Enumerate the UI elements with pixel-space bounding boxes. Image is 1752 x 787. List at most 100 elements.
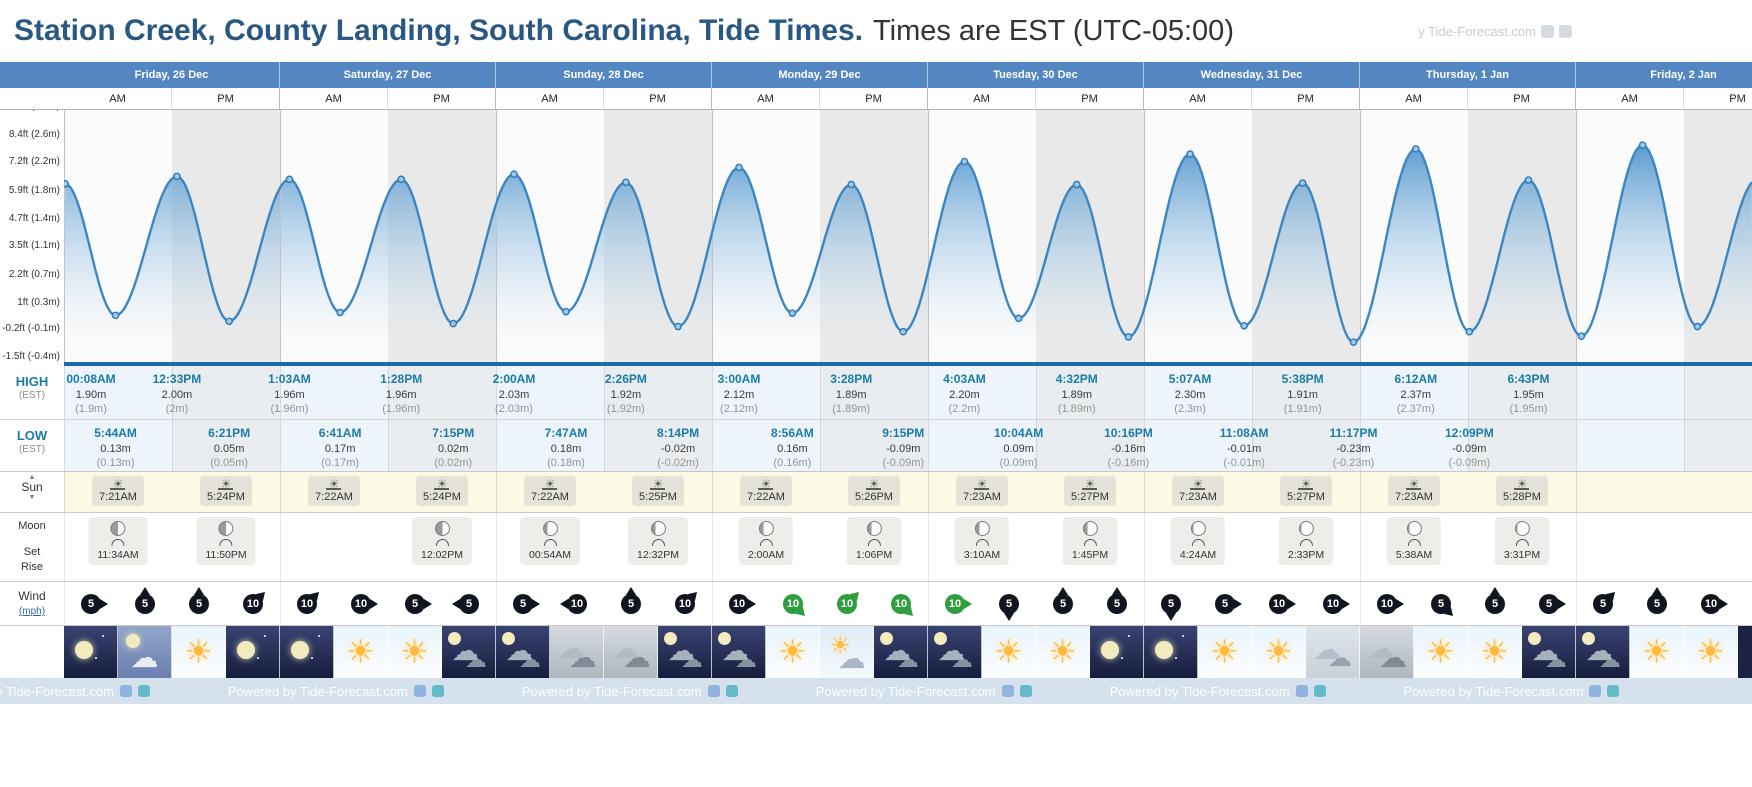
moon-rise-cell: 1:45PM — [1062, 517, 1118, 565]
footer-credit-text: Powered by Tide-Forecast.com — [1403, 683, 1584, 699]
y-axis: 9.6ft (2.9m) 8.4ft (2.6m) 7.2ft (2.2m) 5.9f… — [0, 110, 64, 366]
appstore-icon[interactable] — [1001, 685, 1014, 697]
moonrise-icon — [1299, 539, 1313, 546]
wind-row: Wind (mph) 5 5 5 10 10 10 5 5 5 10 5 10 10 10 10 10 10 5 5… — [0, 582, 1752, 626]
wind-badge: 5 — [1208, 587, 1242, 621]
moon-icon — [718, 632, 731, 645]
footer-credit[interactable]: Powered by Tide-Forecast.com — [522, 684, 738, 699]
moon-rise-time: 3:31PM — [1503, 549, 1541, 561]
tide-extreme-dot — [510, 170, 518, 178]
weather-tile-cloudy-night: ☁ ☁ — [658, 626, 712, 678]
sunset-cell: ☀ 5:25PM — [632, 476, 684, 506]
title-location: Station Creek, County Landing, South Car… — [14, 14, 863, 47]
sunrise-icon: ☀ — [326, 478, 342, 490]
appstore-icon[interactable] — [707, 685, 720, 697]
moon-rise-time: 1:45PM — [1071, 549, 1109, 561]
playstore-icon[interactable] — [725, 685, 738, 697]
moon-set-cell: 4:24AM — [1170, 517, 1226, 565]
sun-glyph: ☀ — [1408, 477, 1420, 491]
sunrise-time: 7:21AM — [99, 491, 137, 503]
wind-badge: 10 — [776, 587, 810, 621]
moon-row-label: Moon Set Rise — [0, 513, 64, 581]
moon-set-cell: 2:00AM — [738, 517, 794, 565]
tide-extreme-dot — [1298, 179, 1307, 187]
footer-credit[interactable]: Powered by Tide-Forecast.com — [1404, 684, 1620, 699]
y-axis-label: 4.7ft (1.4m) — [8, 212, 60, 224]
tide-extreme-dot — [61, 180, 69, 188]
watermark-text: y Tide-Forecast.com — [1418, 24, 1536, 39]
moonrise-icon — [1515, 539, 1529, 546]
wind-speed-value: 10 — [1269, 594, 1289, 614]
footer-credit[interactable]: Powered by Tide-Forecast.com — [228, 684, 444, 699]
playstore-icon[interactable] — [1313, 685, 1326, 697]
wind-speed-value: 5 — [1647, 594, 1667, 614]
moonset-icon — [1407, 539, 1421, 546]
wind-speed-value: 5 — [1485, 594, 1505, 614]
wind-badge: 5 — [1100, 587, 1134, 621]
wind-unit-link[interactable]: (mph) — [18, 606, 46, 617]
horizon-line — [434, 488, 450, 490]
moon-rise-time: 2:33PM — [1287, 549, 1325, 561]
footer-credit-text: Powered by Tide-Forecast.com — [227, 683, 408, 699]
low-tide-height: -0.09m — [886, 442, 921, 455]
wind-speed-value: 10 — [297, 594, 317, 614]
low-tide-event: 10:04AM 0.09m (0.09m) — [994, 426, 1043, 470]
sunset-time: 5:27PM — [1071, 491, 1109, 503]
wind-badge: 5 — [992, 587, 1026, 621]
horizon-line — [1406, 488, 1422, 490]
moon-phase-icon — [974, 521, 990, 536]
weather-tile-partly-cloudy-day: ☀ ☁ — [820, 626, 874, 678]
moon-icon — [502, 632, 515, 645]
star-icon — [1182, 635, 1184, 637]
playstore-icon[interactable] — [1607, 685, 1620, 697]
footer-credit[interactable]: Powered by Tide-Forecast.com — [1110, 684, 1326, 699]
moon-phase-icon — [1190, 521, 1206, 536]
appstore-icon[interactable] — [1295, 685, 1308, 697]
high-tide-height: 1.96m — [385, 388, 417, 401]
tide-extreme-dot — [562, 307, 570, 316]
wind-badge: 5 — [1532, 587, 1566, 621]
playstore-icon[interactable] — [431, 685, 444, 697]
moon-set-time: 2:00AM — [747, 549, 785, 561]
tide-extreme-dot — [336, 308, 344, 317]
appstore-icon[interactable] — [1589, 685, 1602, 697]
high-tide-height-alt: (1.89m) — [832, 402, 871, 415]
high-tide-time: 6:43PM — [1507, 372, 1550, 386]
y-axis-label: -0.2ft (-0.1m) — [2, 323, 60, 335]
low-tide-height: -0.16m — [1111, 442, 1146, 455]
cloud-icon: ☁ — [1327, 645, 1352, 673]
high-tide-time: 1:28PM — [380, 372, 423, 386]
high-tide-time: 3:00AM — [717, 372, 761, 386]
moon-row: Moon Set Rise 11:34AM 11:50PM 12:02PM 00:54… — [0, 513, 1752, 582]
sun-row: ▲ Sun ▼ ☀ 7:21AM ☀ 5:24PM ☀ 7:22AM ☀ 5:24PM ☀ 7:2… — [0, 472, 1752, 513]
moon-rise-time: 11:34AM — [97, 549, 139, 561]
day-header-2: Sunday, 28 Dec — [496, 62, 712, 88]
high-row-label: HIGH (EST) — [0, 366, 64, 419]
weather-tile-sunny: ☀ — [1630, 626, 1684, 678]
sunset-cell: ☀ 5:28PM — [1496, 476, 1548, 506]
appstore-icon[interactable] — [119, 685, 132, 697]
tide-table: Friday, 26 Dec Saturday, 27 Dec Sunday, 28… — [0, 62, 1752, 704]
sun-icon: ☀ — [346, 633, 375, 670]
playstore-icon[interactable] — [137, 685, 150, 697]
appstore-icon[interactable] — [413, 685, 426, 697]
y-axis-label: -1.5ft (-0.4m) — [2, 351, 60, 362]
low-tide-time: 5:44AM — [94, 426, 137, 440]
weather-tile-sunny: ☀ — [1684, 626, 1738, 678]
high-tide-event: 00:08AM 1.90m (1.9m) — [66, 372, 115, 416]
sunset-icon: ☀ — [866, 478, 882, 490]
high-tide-event: 6:43PM 1.95m (1.95m) — [1507, 372, 1549, 416]
y-axis-label: 2.2ft (0.7m) — [8, 269, 60, 281]
playstore-icon[interactable] — [1019, 685, 1032, 697]
cloud-icon: ☁ — [451, 634, 480, 666]
high-tide-height-alt: (1.96m) — [382, 402, 421, 415]
sunset-time: 5:25PM — [639, 491, 677, 503]
tide-extreme-dot — [1638, 141, 1647, 149]
cloud-icon: ☁ — [611, 632, 640, 664]
wind-speed-value: 10 — [729, 594, 749, 614]
footer-credit[interactable]: Powered by Tide-Forecast.com — [816, 684, 1032, 699]
sunrise-time: 7:22AM — [531, 491, 569, 503]
sunset-time: 5:24PM — [423, 491, 461, 503]
wind-badge: 10 — [884, 587, 918, 621]
footer-credit[interactable]: Powered by Tide-Forecast.com — [0, 684, 150, 699]
